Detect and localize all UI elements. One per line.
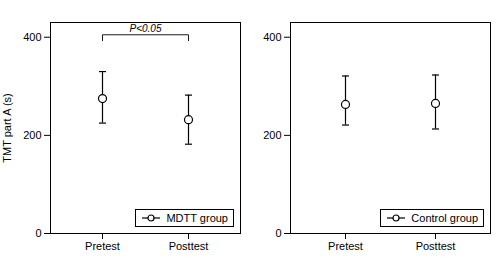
svg-text:TMT part A (s): TMT part A (s) [1, 93, 13, 162]
svg-text:200: 200 [263, 129, 281, 141]
svg-text:0: 0 [275, 227, 281, 239]
svg-text:Posttest: Posttest [416, 240, 456, 252]
svg-text:P<0.05: P<0.05 [130, 23, 162, 34]
svg-text:Pretest: Pretest [328, 240, 363, 252]
svg-text:400: 400 [263, 31, 281, 43]
svg-text:400: 400 [23, 31, 41, 43]
svg-text:Pretest: Pretest [85, 240, 120, 252]
html-text:MDTT group: MDTT group [166, 212, 228, 224]
svg-text:200: 200 [23, 129, 41, 141]
html-text:Control group: Control group [411, 212, 478, 224]
svg-text:Posttest: Posttest [169, 240, 209, 252]
svg-text:0: 0 [35, 227, 41, 239]
